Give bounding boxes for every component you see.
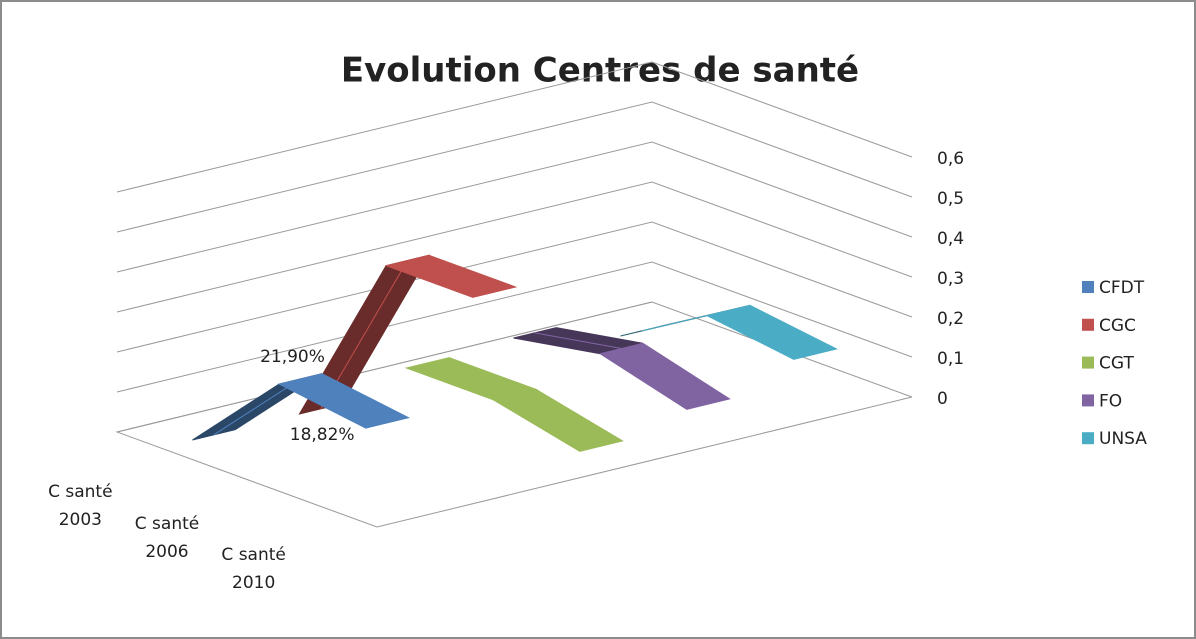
grid-line xyxy=(116,101,913,233)
y-tick-label: 0,1 xyxy=(937,349,964,369)
grid-line xyxy=(116,181,913,313)
legend-swatch xyxy=(1082,432,1094,445)
grid-line xyxy=(116,261,913,393)
legend-label: FO xyxy=(1099,391,1122,411)
legend-swatch xyxy=(1082,318,1094,331)
y-tick-label: 0,5 xyxy=(937,189,964,209)
legend-label: CFDT xyxy=(1099,278,1145,298)
legend-swatch xyxy=(1082,394,1094,407)
y-tick-label: 0 xyxy=(937,389,948,409)
legend-label: CGT xyxy=(1099,354,1134,374)
legend-swatch xyxy=(1082,281,1094,293)
legend-label: CGC xyxy=(1099,316,1136,336)
series-line xyxy=(213,378,388,436)
y-tick-label: 0,3 xyxy=(937,269,964,289)
y-tick-label: 0,2 xyxy=(937,309,964,329)
legend-label: UNSA xyxy=(1099,429,1147,449)
series-line xyxy=(427,362,602,447)
series-line xyxy=(534,332,709,405)
y-tick-label: 0,4 xyxy=(937,229,964,249)
data-label: 21,90% xyxy=(260,347,325,367)
x-tick-label: C santé 2006 xyxy=(134,513,200,562)
chart-title: Evolution Centres de santé xyxy=(341,51,859,91)
grid-line xyxy=(116,141,913,273)
y-tick-label: 0,6 xyxy=(937,149,964,169)
series-line xyxy=(320,259,495,410)
series-line xyxy=(641,309,816,355)
grid-line xyxy=(116,221,913,353)
data-label: 18,82% xyxy=(290,425,355,445)
x-tick-label: C santé 2010 xyxy=(221,545,286,594)
grid-line xyxy=(116,61,913,193)
legend-swatch xyxy=(1082,356,1094,369)
x-tick-label: C santé 2003 xyxy=(48,481,113,530)
